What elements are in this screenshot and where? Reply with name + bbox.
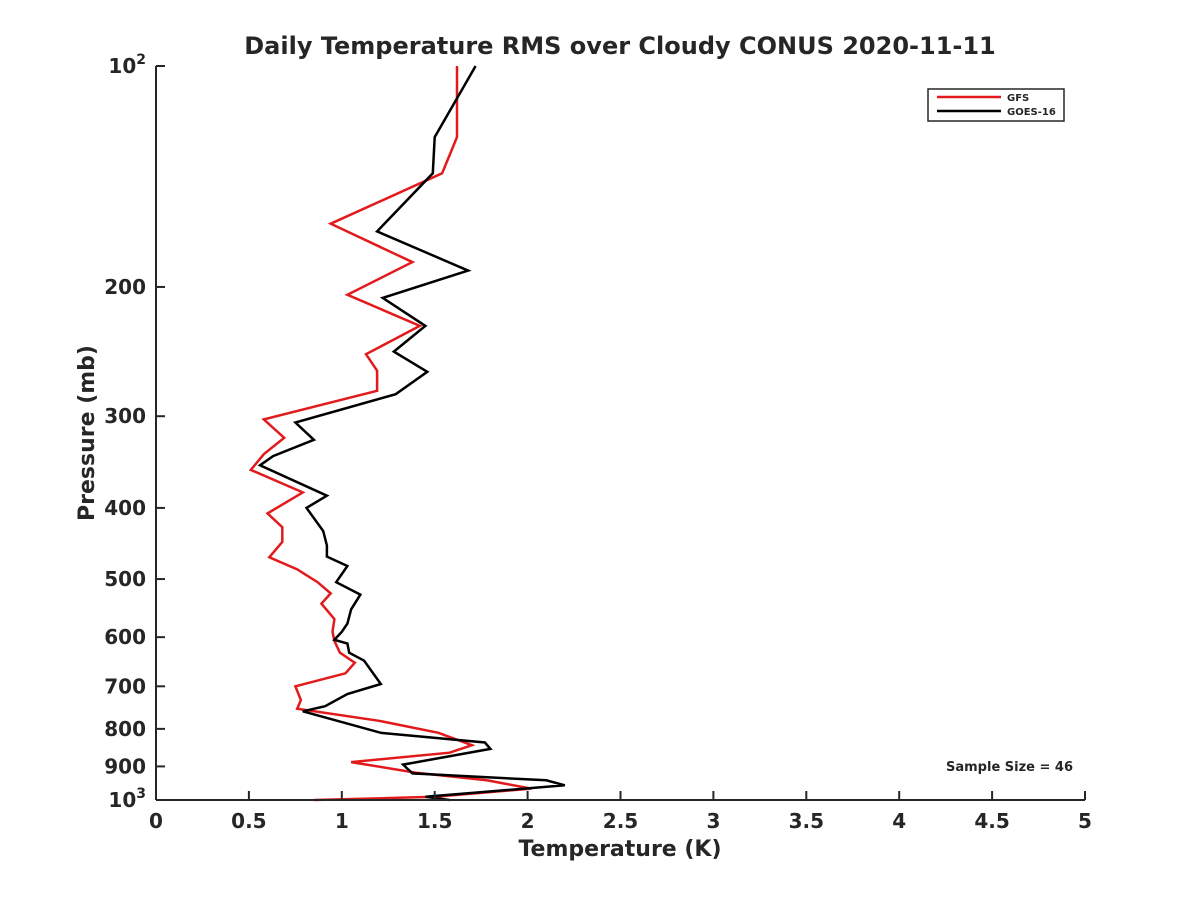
y-tick-label: 200 xyxy=(104,275,146,299)
x-tick-label: 5 xyxy=(1078,809,1092,833)
x-tick-label: 1 xyxy=(335,809,349,833)
x-tick-label: 0.5 xyxy=(231,809,266,833)
x-tick-label: 1.5 xyxy=(417,809,452,833)
chart-title: Daily Temperature RMS over Cloudy CONUS … xyxy=(244,32,996,60)
x-tick-label: 2 xyxy=(521,809,535,833)
x-tick-label: 3.5 xyxy=(789,809,824,833)
y-tick-label: 600 xyxy=(104,625,146,649)
x-tick-label: 4.5 xyxy=(974,809,1009,833)
y-tick-label: 300 xyxy=(104,404,146,428)
y-tick-label: 400 xyxy=(104,496,146,520)
y-tick-label: 800 xyxy=(104,717,146,741)
x-tick-label: 3 xyxy=(706,809,720,833)
x-axis-label: Temperature (K) xyxy=(518,837,721,862)
x-ticks: 0 0.5 1 1.5 2 2.5 3 3.5 4 4.5 5 xyxy=(149,791,1092,833)
y-tick-label: 103 xyxy=(108,786,146,812)
y-ticks: 102 200 300 400 500 600 700 800 900 103 xyxy=(104,52,165,812)
x-tick-label: 0 xyxy=(149,809,163,833)
y-axis-label: Pressure (mb) xyxy=(75,345,100,521)
y-tick-label: 700 xyxy=(104,674,146,698)
y-tick-label: 102 xyxy=(108,52,146,78)
series-line-gfs xyxy=(248,66,532,802)
y-tick-label: 500 xyxy=(104,567,146,591)
legend-label-goes16: GOES-16 xyxy=(1007,107,1056,118)
x-tick-label: 4 xyxy=(892,809,906,833)
legend-box xyxy=(927,88,1065,122)
series-line-goes16 xyxy=(257,65,566,802)
series-layer xyxy=(248,65,566,802)
y-tick-label: 900 xyxy=(104,754,146,778)
sample-size-annotation: Sample Size = 46 xyxy=(946,760,1073,775)
x-tick-label: 2.5 xyxy=(603,809,638,833)
legend: GFS GOES-16 xyxy=(927,88,1065,122)
legend-label-gfs: GFS xyxy=(1007,93,1029,104)
